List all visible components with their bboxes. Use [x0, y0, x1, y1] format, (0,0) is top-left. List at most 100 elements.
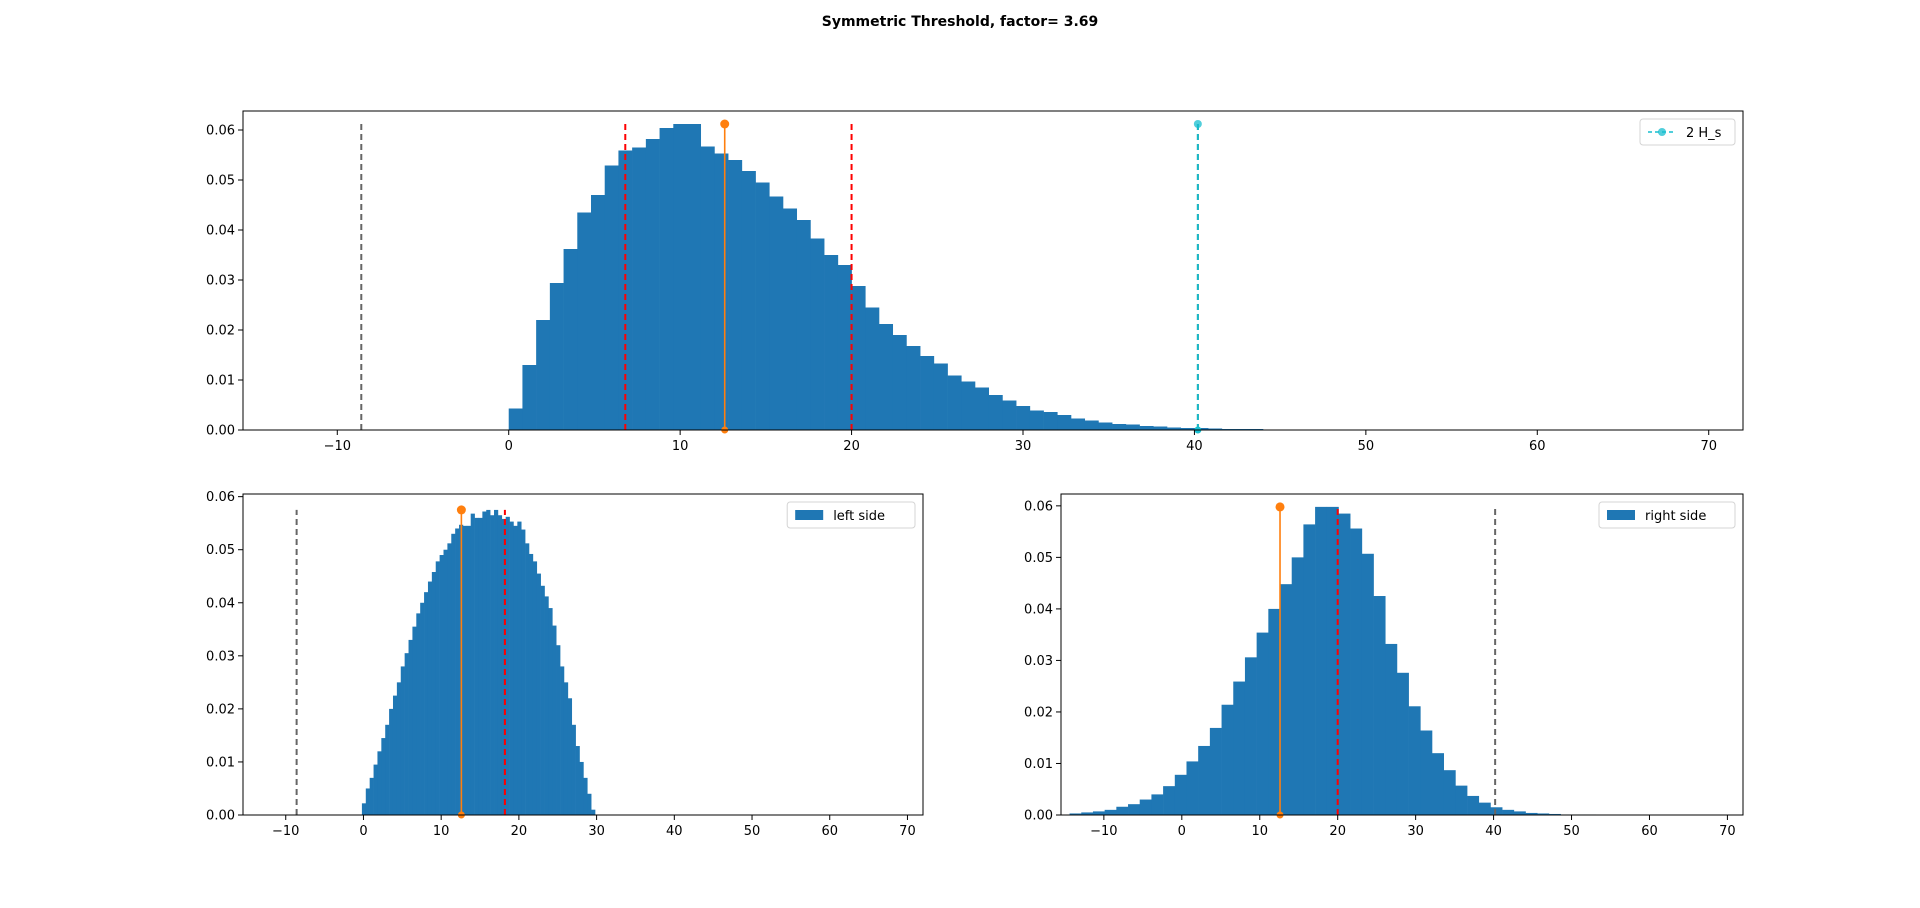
histogram-bar — [577, 212, 592, 430]
histogram-bar — [1112, 424, 1127, 430]
x-tick-label: 20 — [843, 439, 860, 454]
y-tick-label: 0.03 — [206, 274, 235, 289]
x-tick-label: 0 — [505, 439, 513, 454]
y-tick-label: 0.03 — [206, 649, 235, 664]
histogram-bar — [1432, 753, 1444, 815]
y-tick-label: 0.03 — [1024, 654, 1053, 669]
histogram-bar — [563, 682, 569, 815]
histogram-bar — [728, 160, 743, 430]
histogram-bar — [1029, 410, 1044, 430]
histogram-bar — [988, 395, 1003, 430]
left-side-histogram-axes: −10 0 10 20 30 40 50 60 700.000.010.020.030.040.… — [206, 490, 924, 839]
histogram-bar — [587, 793, 592, 815]
histogram-bar — [755, 182, 770, 430]
histogram-bar — [1280, 584, 1293, 815]
histogram-bar — [522, 365, 537, 430]
histogram-bar — [591, 809, 596, 815]
histogram-bar — [1221, 704, 1234, 815]
histogram-bar — [810, 238, 825, 430]
histogram-bar — [741, 171, 756, 430]
histogram-bar — [439, 555, 444, 815]
histogram-bar — [783, 208, 798, 430]
x-tick-label: 50 — [1563, 824, 1580, 839]
right-side-histogram-axes: −10 0 10 20 30 40 50 60 700.000.010.020.030.040.… — [1024, 493, 1744, 839]
x-tick-label: 30 — [588, 824, 605, 839]
histogram-bar — [865, 307, 880, 430]
histogram-bar — [1180, 428, 1195, 430]
histogram-bar — [1396, 672, 1409, 815]
histogram-bar — [369, 777, 374, 815]
histogram-bar — [824, 255, 839, 430]
y-tick-label: 0.02 — [206, 702, 235, 717]
histogram-bar — [1081, 812, 1094, 815]
histogram-bar — [447, 543, 452, 815]
histogram-bar — [1084, 420, 1099, 430]
y-tick-label: 0.05 — [206, 543, 235, 558]
histogram-bar — [400, 666, 405, 815]
histogram-bar — [549, 283, 564, 430]
histogram-bar — [486, 509, 491, 815]
stem-marker — [456, 505, 466, 515]
histogram-bar — [544, 596, 549, 815]
y-tick-label: 0.05 — [206, 174, 235, 189]
x-tick-label: 30 — [1015, 439, 1032, 454]
top-histogram-axes: −10 0 10 20 30 40 50 60 700.000.010.020.030.040.… — [206, 110, 1744, 454]
y-axis: 0.00 0.01 0.02 0.03 0.04 0.05 0.06 — [206, 490, 243, 824]
histogram-bar — [424, 592, 429, 815]
histogram-bar — [478, 517, 483, 815]
histogram-bar — [1043, 412, 1058, 430]
histogram-bar — [396, 682, 402, 815]
histogram-bar — [1525, 812, 1538, 815]
histogram-bar — [837, 265, 852, 430]
histogram-bar — [451, 533, 456, 815]
axes-frame — [242, 493, 924, 816]
legend-label: 2 H_s — [1686, 126, 1722, 141]
histogram-bar — [1186, 761, 1199, 815]
histogram-bar — [714, 153, 729, 430]
histogram-bar — [575, 746, 580, 815]
histogram-bar — [536, 320, 551, 430]
histogram-bar — [508, 408, 523, 430]
histogram-bar — [525, 543, 530, 815]
histogram-bar — [1291, 557, 1304, 815]
histogram-bar — [1069, 813, 1082, 815]
y-tick-label: 0.01 — [1024, 757, 1053, 772]
y-tick-label: 0.04 — [206, 224, 235, 239]
y-axis: 0.00 0.01 0.02 0.03 0.04 0.05 0.06 — [1024, 499, 1061, 824]
histogram-bar — [1209, 727, 1222, 815]
histogram-bar — [618, 150, 633, 430]
histogram-bar — [392, 695, 398, 815]
histogram-bar — [1233, 681, 1246, 815]
y-tick-label: 0.00 — [206, 424, 235, 439]
axes-frame — [242, 110, 1744, 431]
legend-swatch — [795, 510, 824, 520]
y-tick-label: 0.04 — [1024, 602, 1053, 617]
x-tick-label: −10 — [272, 824, 299, 839]
stem-marker — [1193, 120, 1202, 128]
x-tick-label: 70 — [899, 824, 916, 839]
histogram-bar — [961, 381, 976, 430]
histogram-bars — [1069, 506, 1596, 815]
x-tick-label: 10 — [672, 439, 689, 454]
histogram-bar — [571, 724, 576, 815]
histogram-bar — [373, 764, 378, 815]
x-tick-label: 50 — [1358, 439, 1375, 454]
histogram-bar — [632, 147, 647, 430]
histogram-bar — [494, 509, 499, 815]
histogram-bar — [1016, 406, 1031, 430]
histogram-bar — [389, 708, 394, 815]
histogram-bar — [560, 666, 565, 815]
y-tick-label: 0.06 — [206, 490, 235, 505]
histogram-bar — [947, 375, 962, 430]
histogram-bar — [892, 335, 907, 430]
legend-label: left side — [833, 509, 885, 524]
histogram-bar — [435, 561, 440, 815]
histogram-bar — [920, 356, 935, 430]
histogram-bar — [1350, 528, 1363, 815]
histogram-bar — [540, 585, 545, 815]
axes-frame — [1060, 493, 1744, 816]
histogram-bar — [563, 249, 578, 430]
histogram-bar — [1163, 786, 1176, 815]
figure-title: Symmetric Threshold, factor= 3.69 — [821, 14, 1099, 30]
x-tick-label: 0 — [359, 824, 367, 839]
